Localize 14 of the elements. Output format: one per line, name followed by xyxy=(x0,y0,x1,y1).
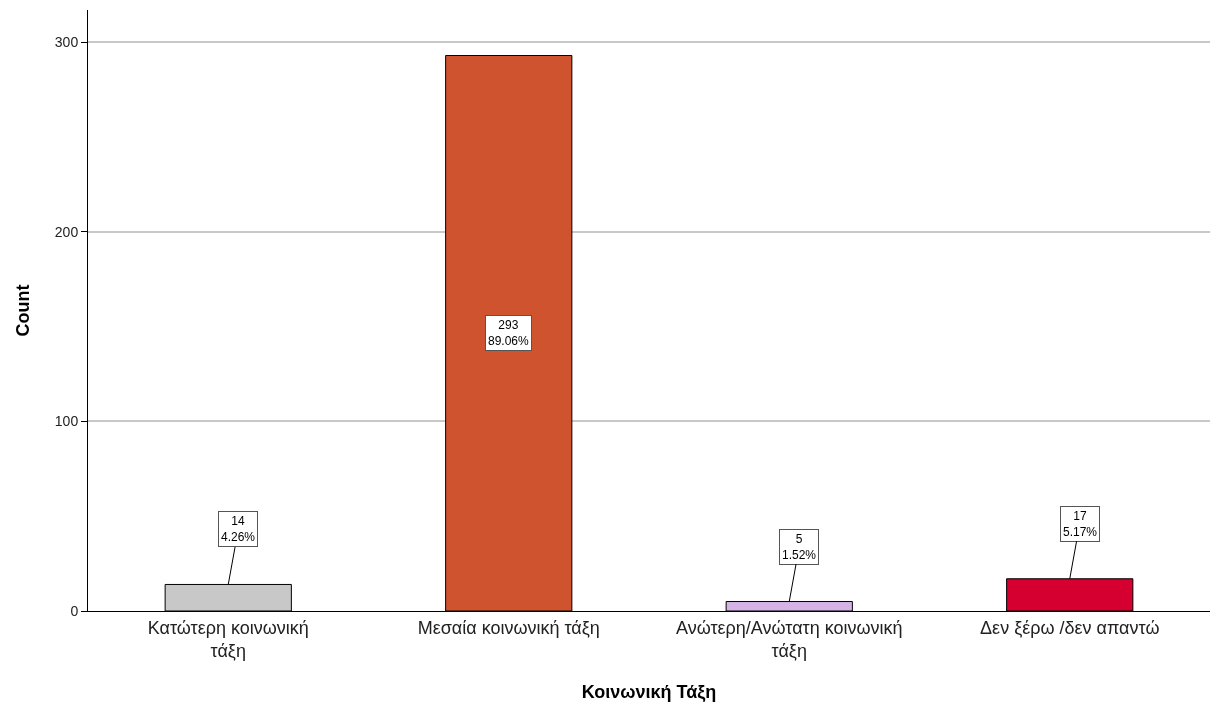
y-tick-label: 200 xyxy=(54,223,79,240)
y-tick-label: 100 xyxy=(54,413,79,430)
x-tick-label: Μεσαία κοινωνική τάξη xyxy=(417,617,600,638)
y-axis-title: Count xyxy=(13,284,34,337)
y-tick-label: 300 xyxy=(54,34,79,51)
x-tick-label: Δεν ξέρω /δεν απαντώ xyxy=(980,617,1160,638)
data-label: 293 89.06% xyxy=(488,318,530,348)
y-tick-label: 0 xyxy=(70,602,79,619)
data-label: 17 5.17% xyxy=(1063,509,1098,539)
x-axis-title: Κοινωνική Τάξη xyxy=(581,682,717,704)
x-tick-label: Ανώτερη/Ανώτατη κοινωνική τάξη xyxy=(675,617,903,661)
data-label: 5 1.52% xyxy=(782,532,817,562)
x-tick-label: Κατώτερη κοινωνική τάξη xyxy=(147,617,309,661)
data-label: 14 4.26% xyxy=(221,514,256,544)
